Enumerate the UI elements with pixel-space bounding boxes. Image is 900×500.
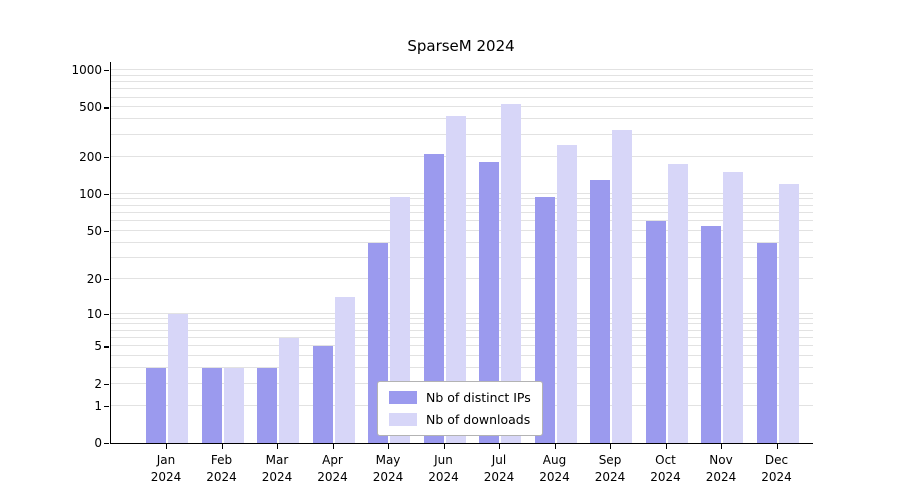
- bar-distinct-ips: [312, 346, 333, 443]
- x-tick-label: Sep 2024: [594, 453, 626, 484]
- bar-distinct-ips: [590, 179, 610, 443]
- bar-distinct-ips: [701, 225, 721, 443]
- legend-swatch-downloads: [389, 413, 417, 426]
- bar-downloads: [556, 144, 577, 443]
- y-tick-label: 20: [86, 271, 102, 286]
- x-tick-mark: [499, 444, 501, 449]
- x-tick-label: Mar 2024: [261, 453, 293, 484]
- x-tick-label: Aug 2024: [539, 453, 570, 484]
- legend: Nb of distinct IPs Nb of downloads: [377, 381, 543, 436]
- x-tick-mark: [554, 444, 556, 449]
- legend-label-distinct-ips: Nb of distinct IPs: [426, 390, 531, 405]
- x-tick-mark: [443, 444, 445, 449]
- x-tick-label: Dec 2024: [761, 453, 792, 484]
- bar-distinct-ips: [645, 221, 666, 443]
- bar-distinct-ips: [146, 368, 166, 443]
- bar-downloads: [667, 163, 688, 443]
- legend-swatch-distinct-ips: [389, 391, 417, 404]
- y-tick-label: 1000: [71, 63, 102, 77]
- bar-downloads: [612, 129, 632, 443]
- legend-item-downloads: Nb of downloads: [389, 412, 531, 427]
- bar-distinct-ips: [479, 162, 499, 443]
- x-tick-label: Jun 2024: [428, 453, 459, 484]
- y-tick-label: 10: [86, 306, 102, 321]
- y-tick-label: 1: [94, 398, 102, 413]
- y-tick-label: 50: [86, 223, 102, 238]
- legend-item-distinct-ips: Nb of distinct IPs: [389, 390, 531, 405]
- y-tick-label: 500: [79, 100, 102, 115]
- gridline: [111, 74, 813, 76]
- legend-label-downloads: Nb of downloads: [426, 412, 531, 427]
- x-tick-mark: [610, 444, 612, 449]
- bar-distinct-ips: [756, 242, 777, 443]
- bar-downloads: [223, 368, 244, 443]
- bar-downloads: [445, 115, 466, 443]
- bar-distinct-ips: [423, 154, 444, 443]
- x-tick-label: Jan 2024: [150, 453, 182, 484]
- x-tick-mark: [166, 444, 168, 449]
- x-tick-mark: [221, 444, 223, 449]
- x-tick-label: May 2024: [372, 453, 404, 484]
- bar-downloads: [334, 296, 355, 443]
- y-tick-mark: [104, 193, 109, 196]
- x-tick-mark: [665, 444, 667, 449]
- y-tick-label: 2: [94, 376, 102, 391]
- y-tick-mark: [104, 313, 109, 315]
- y-tick-mark: [104, 278, 109, 281]
- gridline: [111, 96, 813, 98]
- bar-downloads: [501, 104, 521, 443]
- y-tick-label: 0: [94, 436, 102, 450]
- y-tick-mark: [104, 70, 109, 72]
- bar-downloads: [168, 313, 188, 443]
- y-tick-label: 200: [79, 149, 102, 164]
- y-tick-mark: [104, 107, 109, 109]
- x-tick-mark: [388, 444, 390, 449]
- gridline: [111, 88, 813, 90]
- bar-distinct-ips: [201, 368, 222, 443]
- y-tick-mark: [104, 346, 109, 348]
- y-tick-mark: [104, 443, 109, 445]
- bar-downloads: [778, 184, 799, 443]
- y-tick-mark: [104, 405, 109, 407]
- y-tick-mark: [104, 156, 109, 159]
- x-tick-mark: [332, 444, 334, 449]
- y-tick-mark: [104, 230, 109, 233]
- bar-downloads: [279, 337, 299, 443]
- gridline: [111, 81, 813, 83]
- y-tick-mark: [104, 383, 109, 386]
- plot-area: Nb of distinct IPs Nb of downloads: [110, 62, 813, 444]
- bar-downloads: [723, 172, 743, 443]
- x-tick-label: Nov 2024: [705, 453, 737, 484]
- x-tick-label: Feb 2024: [206, 453, 237, 484]
- x-tick-label: Apr 2024: [317, 453, 348, 484]
- y-tick-label: 100: [79, 186, 102, 201]
- x-tick-label: Jul 2024: [483, 453, 515, 484]
- gridline: [111, 106, 813, 108]
- bar-distinct-ips: [257, 368, 277, 443]
- x-tick-mark: [776, 444, 778, 449]
- chart-title: SparseM 2024: [407, 37, 515, 55]
- x-tick-label: Oct 2024: [650, 453, 681, 484]
- x-tick-mark: [721, 444, 723, 449]
- gridline: [111, 69, 813, 70]
- x-tick-mark: [277, 444, 279, 449]
- y-tick-label: 5: [94, 339, 102, 354]
